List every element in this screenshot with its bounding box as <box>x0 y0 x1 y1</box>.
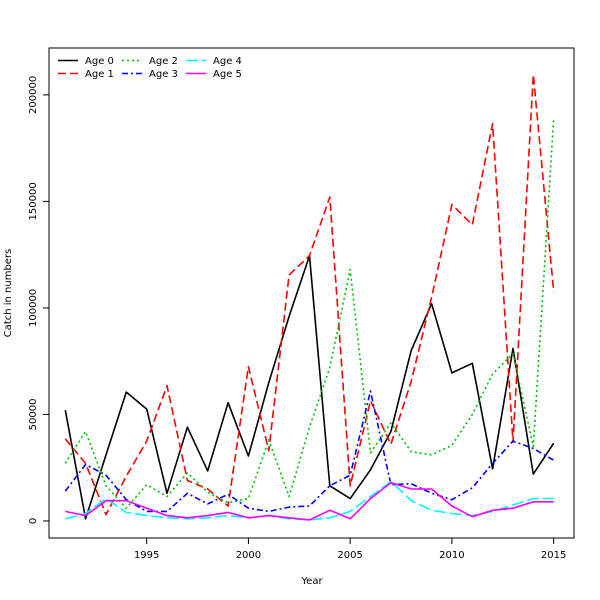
legend-label: Age 4 <box>213 56 242 67</box>
y-tick-label: 150000 <box>28 182 39 220</box>
y-tick-label: 200000 <box>28 76 39 114</box>
plot-frame <box>48 47 575 539</box>
x-axis: 1995 2000 2005 2010 2015 <box>134 538 566 561</box>
x-tick-label: 1995 <box>134 550 159 561</box>
x-tick-label: 2015 <box>541 550 566 561</box>
legend-label: Age 2 <box>149 56 178 67</box>
legend-label: Age 0 <box>85 56 114 67</box>
series-line-age-5 <box>65 481 554 521</box>
series-line-age-2 <box>64 118 555 510</box>
x-tick-label: 2005 <box>337 550 362 561</box>
series-line-age-0 <box>64 254 555 520</box>
y-axis: 0 50000 100000 150000 200000 <box>28 76 49 524</box>
y-axis-title: Catch in numbers <box>3 249 14 338</box>
y-tick-label: 100000 <box>28 289 39 327</box>
y-tick-label: 0 <box>28 518 39 524</box>
x-tick-label: 2010 <box>439 550 464 561</box>
y-tick-label: 50000 <box>28 399 39 431</box>
legend-label: Age 5 <box>213 69 242 80</box>
x-axis-title: Year <box>300 576 323 587</box>
legend-label: Age 3 <box>149 69 178 80</box>
series-lines <box>64 73 555 521</box>
legend-label: Age 1 <box>85 69 114 80</box>
series-line-age-4 <box>65 480 554 521</box>
legend: Age 0 Age 1 Age 2 Age 3 Age 4 Age 5 <box>58 56 242 80</box>
series-line-age-1 <box>64 73 555 516</box>
x-tick-label: 2000 <box>236 550 261 561</box>
